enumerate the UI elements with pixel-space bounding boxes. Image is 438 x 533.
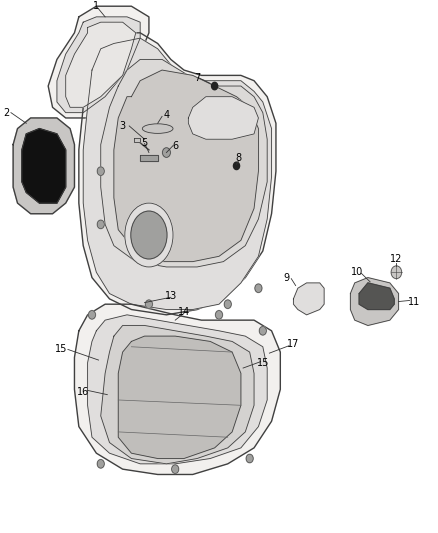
Polygon shape bbox=[359, 283, 394, 310]
Circle shape bbox=[172, 465, 179, 473]
Polygon shape bbox=[188, 96, 258, 139]
Polygon shape bbox=[140, 155, 158, 160]
Circle shape bbox=[162, 148, 170, 157]
Circle shape bbox=[97, 167, 104, 175]
Polygon shape bbox=[57, 17, 140, 112]
Text: 8: 8 bbox=[236, 153, 242, 163]
Circle shape bbox=[88, 311, 95, 319]
Text: 10: 10 bbox=[351, 267, 363, 277]
Circle shape bbox=[391, 266, 402, 279]
Polygon shape bbox=[350, 278, 399, 326]
Polygon shape bbox=[83, 38, 272, 310]
Polygon shape bbox=[79, 33, 276, 315]
Text: 16: 16 bbox=[77, 387, 89, 397]
Polygon shape bbox=[293, 283, 324, 315]
Circle shape bbox=[246, 454, 253, 463]
Circle shape bbox=[259, 327, 266, 335]
Text: 7: 7 bbox=[194, 73, 200, 83]
Circle shape bbox=[97, 220, 104, 229]
Circle shape bbox=[145, 300, 152, 309]
Text: 9: 9 bbox=[284, 272, 290, 282]
Polygon shape bbox=[101, 326, 254, 464]
Circle shape bbox=[255, 284, 262, 293]
Polygon shape bbox=[101, 59, 267, 267]
Text: 3: 3 bbox=[120, 121, 126, 131]
Circle shape bbox=[215, 311, 223, 319]
Circle shape bbox=[224, 300, 231, 309]
Polygon shape bbox=[88, 315, 267, 464]
Polygon shape bbox=[134, 138, 140, 142]
Ellipse shape bbox=[125, 203, 173, 267]
Polygon shape bbox=[22, 128, 66, 203]
Circle shape bbox=[97, 459, 104, 468]
Circle shape bbox=[212, 82, 218, 90]
Polygon shape bbox=[66, 22, 136, 107]
Text: 6: 6 bbox=[172, 141, 178, 151]
Text: 14: 14 bbox=[178, 307, 190, 317]
Text: 15: 15 bbox=[55, 344, 67, 354]
Ellipse shape bbox=[142, 124, 173, 133]
Ellipse shape bbox=[131, 211, 167, 259]
Polygon shape bbox=[114, 70, 258, 262]
Text: 11: 11 bbox=[408, 296, 420, 306]
Text: 17: 17 bbox=[287, 339, 300, 349]
Text: 12: 12 bbox=[390, 254, 403, 264]
Text: 13: 13 bbox=[165, 291, 177, 301]
Text: 1: 1 bbox=[93, 1, 99, 11]
Text: 4: 4 bbox=[163, 110, 170, 120]
Polygon shape bbox=[74, 304, 280, 474]
Polygon shape bbox=[13, 118, 74, 214]
Text: 2: 2 bbox=[4, 108, 10, 118]
Circle shape bbox=[233, 162, 240, 169]
Polygon shape bbox=[48, 6, 149, 118]
Polygon shape bbox=[118, 336, 241, 458]
Text: 15: 15 bbox=[257, 358, 269, 368]
Text: 5: 5 bbox=[141, 139, 148, 149]
